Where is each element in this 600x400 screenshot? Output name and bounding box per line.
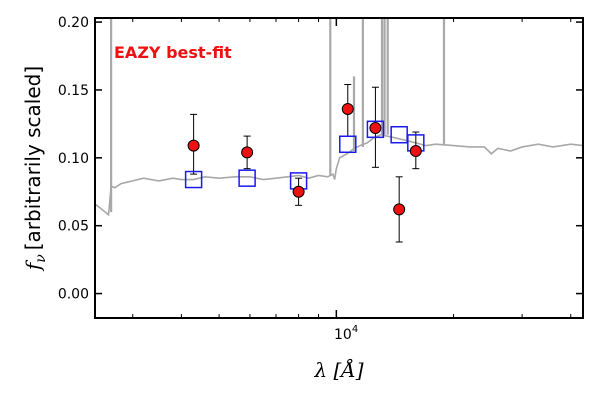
model-photometry-square-4 (366, 120, 385, 139)
y-axis-label-subscript: ν (33, 254, 49, 263)
y-tick-label-4: 0.20 (58, 15, 89, 31)
x-axis-label: λ [Å] (313, 357, 363, 382)
x-tick-label-1e4: 104 (334, 324, 358, 343)
observed-point-1 (241, 146, 254, 159)
x-tick-label-exponent: 4 (352, 324, 358, 335)
axis-ticks (95, 18, 583, 318)
observed-point-3 (341, 102, 354, 115)
y-tick-label-3: 0.15 (58, 83, 89, 99)
plot-frame (94, 17, 584, 319)
model-photometry-square-3 (339, 135, 357, 153)
annotation-eazy-best-fit: EAZY best-fit (114, 43, 232, 62)
y-tick-label-1: 0.05 (58, 219, 89, 235)
y-tick-labels: 0.00 0.05 0.10 0.15 0.20 (58, 15, 89, 302)
x-tick-label-base: 10 (334, 327, 352, 343)
observed-photometry-layer (187, 102, 422, 216)
model-photometry-square-0 (184, 170, 203, 189)
model-spectrum-line (95, 133, 583, 217)
y-tick-label-2: 0.10 (58, 151, 89, 167)
observed-point-6 (409, 145, 422, 158)
y-axis-label: fν[arbitrarily scaled] (21, 66, 49, 272)
model-photometry-square-1 (238, 169, 256, 187)
model-spectrum-layer (95, 18, 583, 217)
observed-point-2 (292, 185, 305, 198)
observed-point-5 (393, 203, 406, 216)
y-axis-label-text: [arbitrarily scaled] (21, 66, 45, 250)
observed-point-4 (369, 121, 382, 134)
observed-point-0 (187, 139, 200, 152)
y-tick-label-0: 0.00 (58, 287, 89, 303)
plot-area (95, 18, 583, 243)
